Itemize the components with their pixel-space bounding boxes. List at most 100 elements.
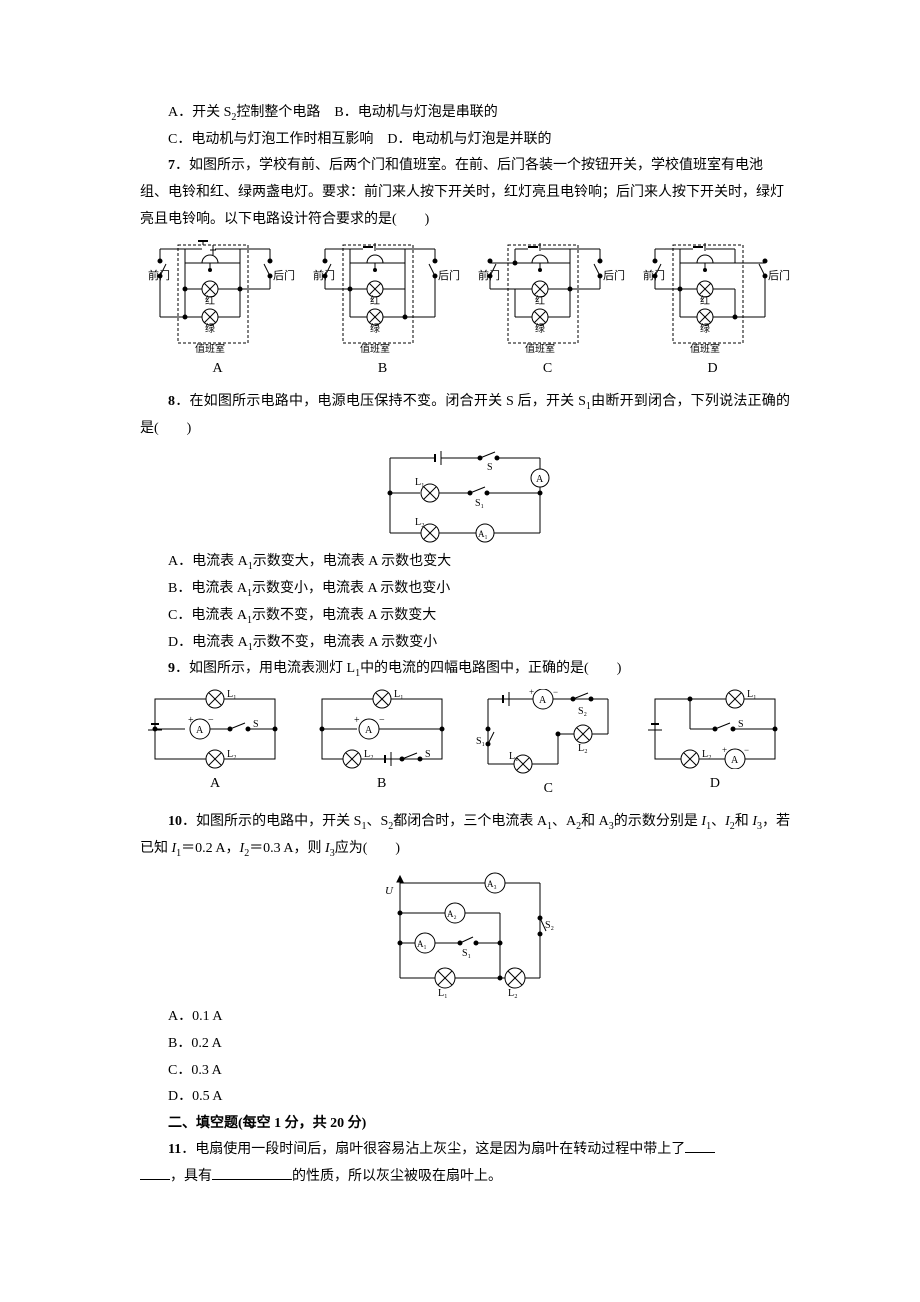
svg-text:后门: 后门 [438,268,460,282]
q9-svg-c: A + − S₂ S₁ L₁ L₂ [473,689,623,774]
svg-text:+: + [188,715,194,726]
svg-text:S: S [487,462,493,473]
q7-svg-b: 前门 后门 红 绿 值班室 [305,239,460,354]
q9-diagram-d: A +− L₁ L₂ S D [640,689,790,803]
q10-diagram: A₃ A₂ A₁ U S₁ S₂ L₁ L₂ [140,868,790,998]
svg-text:S: S [253,719,259,730]
svg-text:L₁: L₁ [438,988,448,998]
svg-text:值班室: 值班室 [525,342,555,354]
svg-text:L₂: L₂ [415,517,425,528]
section2-title: 二、填空题(每空 1 分，共 20 分) [140,1111,790,1138]
svg-text:A: A [536,474,544,485]
svg-text:A: A [731,755,739,766]
q10-stem: 10．如图所示的电路中，开关 S1、S2都闭合时，三个电流表 A1、A2和 A3… [140,809,790,863]
q8-svg: A A₁ S S₁ L₁ L₂ [375,448,555,543]
q9-diagram-a: A + − L₁ L₂ S A [140,689,290,803]
svg-text:−: − [379,715,385,726]
svg-text:红: 红 [205,294,215,307]
svg-text:A₁: A₁ [417,939,427,949]
svg-text:L₂: L₂ [508,988,518,998]
svg-text:A: A [365,725,373,736]
svg-text:L₁: L₁ [394,689,404,700]
svg-text:绿: 绿 [700,322,710,335]
svg-text:A₂: A₂ [447,909,457,919]
q6-opt-ab: A．开关 S2控制整个电路 B．电动机与灯泡是串联的 [140,100,790,127]
svg-text:后门: 后门 [273,268,295,282]
svg-text:L₂: L₂ [578,743,588,754]
svg-text:S₂: S₂ [578,706,587,717]
svg-text:L₁: L₁ [227,689,237,700]
svg-text:绿: 绿 [370,322,380,335]
q7-diagram-a: 前门 后门 红 绿 值班室 A [140,239,295,383]
q8-stem: 8．在如图所示电路中，电源电压保持不变。闭合开关 S 后，开关 S1由断开到闭合… [140,389,790,442]
q10-opt-a: A．0.1 A [140,1004,790,1031]
svg-text:S: S [738,719,744,730]
q7-svg-d: 前门 后门 红 绿 值班室 [635,239,790,354]
blank-1 [685,1138,715,1153]
q8-opt-d: D．电流表 A1示数不变，电流表 A 示数变小 [140,630,790,657]
svg-text:红: 红 [370,294,380,307]
q11-stem: 11．电扇使用一段时间后，扇叶很容易沾上灰尘，这是因为扇叶在转动过程中带上了 [140,1137,790,1164]
q8-opt-a: A．电流表 A1示数变大，电流表 A 示数也变大 [140,549,790,576]
svg-text:S₁: S₁ [475,498,484,509]
q7-diagram-b: 前门 后门 红 绿 值班室 B [305,239,460,383]
svg-text:值班室: 值班室 [195,342,225,354]
q9-svg-d: A + − L₁ L₂ S [640,689,790,769]
blank-2 [212,1165,292,1180]
q8-opt-c: C．电流表 A1示数不变，电流表 A 示数变大 [140,603,790,630]
q7-svg-a: 前门 后门 红 绿 值班室 [140,239,295,354]
svg-text:后门: 后门 [603,268,625,282]
svg-text:前门: 前门 [148,268,170,282]
q9-svg-b: A + − L₁ L₂ S [307,689,457,769]
svg-text:前门: 前门 [643,268,665,282]
q7-diagram-c: 前门 后门 红 绿 值班室 C [470,239,625,383]
q8-opt-b: B．电流表 A1示数变小，电流表 A 示数也变小 [140,576,790,603]
svg-text:+: + [354,715,360,726]
q7-diagram-d: 前门 后门 红 绿 值班室 D [635,239,790,383]
svg-text:A₁: A₁ [478,529,488,539]
svg-text:L₂: L₂ [364,749,374,760]
svg-text:+: + [722,745,727,755]
svg-text:L₂: L₂ [227,749,237,760]
q10-svg: A₃ A₂ A₁ U S₁ S₂ L₁ L₂ [365,868,565,998]
svg-text:A₃: A₃ [487,879,497,889]
svg-text:绿: 绿 [535,322,545,335]
svg-text:后门: 后门 [768,268,790,282]
q11-stem-2: ，具有的性质，所以灰尘被吸在扇叶上。 [140,1164,790,1191]
svg-text:−: − [208,715,214,726]
svg-text:A: A [196,725,204,736]
blank-1b [140,1165,170,1180]
svg-text:+: + [529,689,534,697]
svg-text:S₁: S₁ [476,736,485,747]
q8-diagram: A A₁ S S₁ L₁ L₂ [140,448,790,543]
q9-svg-a: A + − L₁ L₂ S [140,689,290,769]
q6-opt-cd: C．电动机与灯泡工作时相互影响 D．电动机与灯泡是并联的 [140,127,790,154]
svg-text:−: − [744,745,749,755]
svg-text:红: 红 [535,294,545,307]
svg-text:U: U [385,885,394,897]
svg-text:L₁: L₁ [415,477,425,488]
svg-text:L₁: L₁ [509,751,519,762]
svg-text:−: − [553,689,558,697]
svg-text:L₁: L₁ [747,689,757,700]
q10-opt-d: D．0.5 A [140,1084,790,1111]
q9-diagram-b: A +− L₁ L₂ S B [307,689,457,803]
svg-text:S₁: S₁ [462,948,471,959]
svg-text:S: S [425,749,431,760]
svg-text:前门: 前门 [478,268,500,282]
svg-text:值班室: 值班室 [360,342,390,354]
svg-text:L₂: L₂ [702,749,712,760]
svg-text:绿: 绿 [205,322,215,335]
q10-opt-b: B．0.2 A [140,1031,790,1058]
svg-text:值班室: 值班室 [690,342,720,354]
q7-diagrams: 前门 后门 红 绿 值班室 A [140,239,790,383]
q9-diagrams: A + − L₁ L₂ S A A + − [140,689,790,803]
svg-text:A: A [539,695,547,706]
q7-stem: 7．如图所示，学校有前、后两个门和值班室。在前、后门各装一个按钮开关，学校值班室… [140,153,790,233]
q7-svg-c: 前门 后门 红 绿 值班室 [470,239,625,354]
q9-diagram-c: A +− S₂ S₁ L₁ L₂ C [473,689,623,803]
svg-text:前门: 前门 [313,268,335,282]
svg-text:S₂: S₂ [545,920,554,931]
svg-text:红: 红 [700,294,710,307]
q9-stem: 9．如图所示，用电流表测灯 L1中的电流的四幅电路图中，正确的是( ) [140,656,790,683]
